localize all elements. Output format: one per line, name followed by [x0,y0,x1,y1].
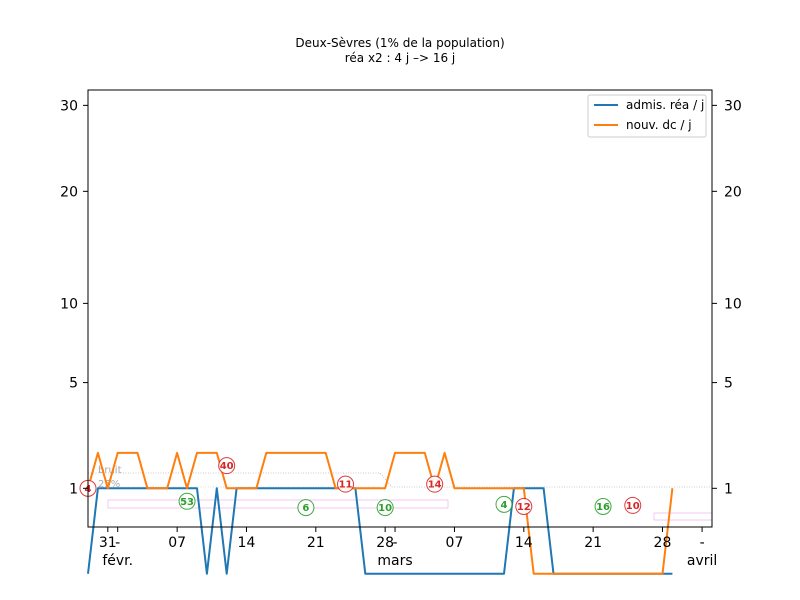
x-tick-label: 28 [376,535,394,551]
y-tick-label-left: 10 [60,296,78,312]
annotation-label: 16 [596,502,610,513]
x-month-label: mars [377,553,412,569]
noise-threshold-line [88,472,712,488]
y-tick-label-right: 1 [724,481,733,497]
annotation-label: 11 [339,480,353,491]
y-tick-label-left: 5 [69,376,78,392]
x-tick-label: 14 [515,535,533,551]
y-tick-label-left: 20 [60,184,78,200]
noise-label-bruit: bruit [98,465,122,476]
y-tick-label-left: 30 [60,98,78,114]
y-tick-label-right: 10 [724,296,742,312]
annotation-label: 10 [626,501,640,512]
annotation-label: 14 [428,480,442,491]
annotation-label: 4 [501,500,508,511]
annotation-marker [624,496,642,514]
y-tick-label-right: 30 [724,98,742,114]
annotation-label: 53 [180,497,194,508]
annotation-marker [337,475,355,493]
plot-area-frame [87,89,713,528]
annotation-marker [515,497,533,515]
period-box [107,499,449,509]
series-line [87,451,674,575]
annotation-marker [178,492,196,510]
y-tick-label-left: 1 [69,481,78,497]
annotation-label: 12 [517,502,531,513]
x-tick-label: 14 [238,535,256,551]
series-layer [87,451,674,575]
annotation-label: 40 [220,461,234,472]
x-tick-label: - [700,535,705,551]
x-tick-label: 21 [307,535,325,551]
chart-subtitle: réa x2 : 4 j –> 16 j [345,51,456,65]
x-tick-label: 07 [446,535,464,551]
x-month-label: févr. [102,553,133,569]
chart-title: Deux-Sèvres (1% de la population) [295,36,504,50]
y-tick-label-right: 20 [724,184,742,200]
legend-label-nouv-dc: nouv. dc / j [626,118,692,132]
annotation-marker [297,499,315,517]
annotation-marker [594,497,612,515]
annotation-label: 10 [378,503,392,514]
x-month-label: avril [687,553,717,569]
y-tick-label-right: 5 [724,376,733,392]
period-box [653,512,713,521]
x-tick-label: 07 [168,535,186,551]
annotation-marker [426,475,444,493]
legend: admis. réa / j nouv. dc / j [587,94,707,138]
annotation-marker [376,499,394,517]
x-tick-label: 28 [654,535,672,551]
x-tick-label: - [393,535,398,551]
legend-label-admis-rea: admis. réa / j [626,98,704,112]
x-tick-label: 21 [584,535,602,551]
x-tick-label: - [115,535,120,551]
x-axis: 31- 07 14 21 28- 07 14 21 28 -févr. mars avril [99,527,717,569]
x-tick-label: 31 [99,535,117,551]
annotation-marker [218,457,236,475]
annotation-marker [495,495,513,513]
annotation-label: 6 [302,503,309,514]
